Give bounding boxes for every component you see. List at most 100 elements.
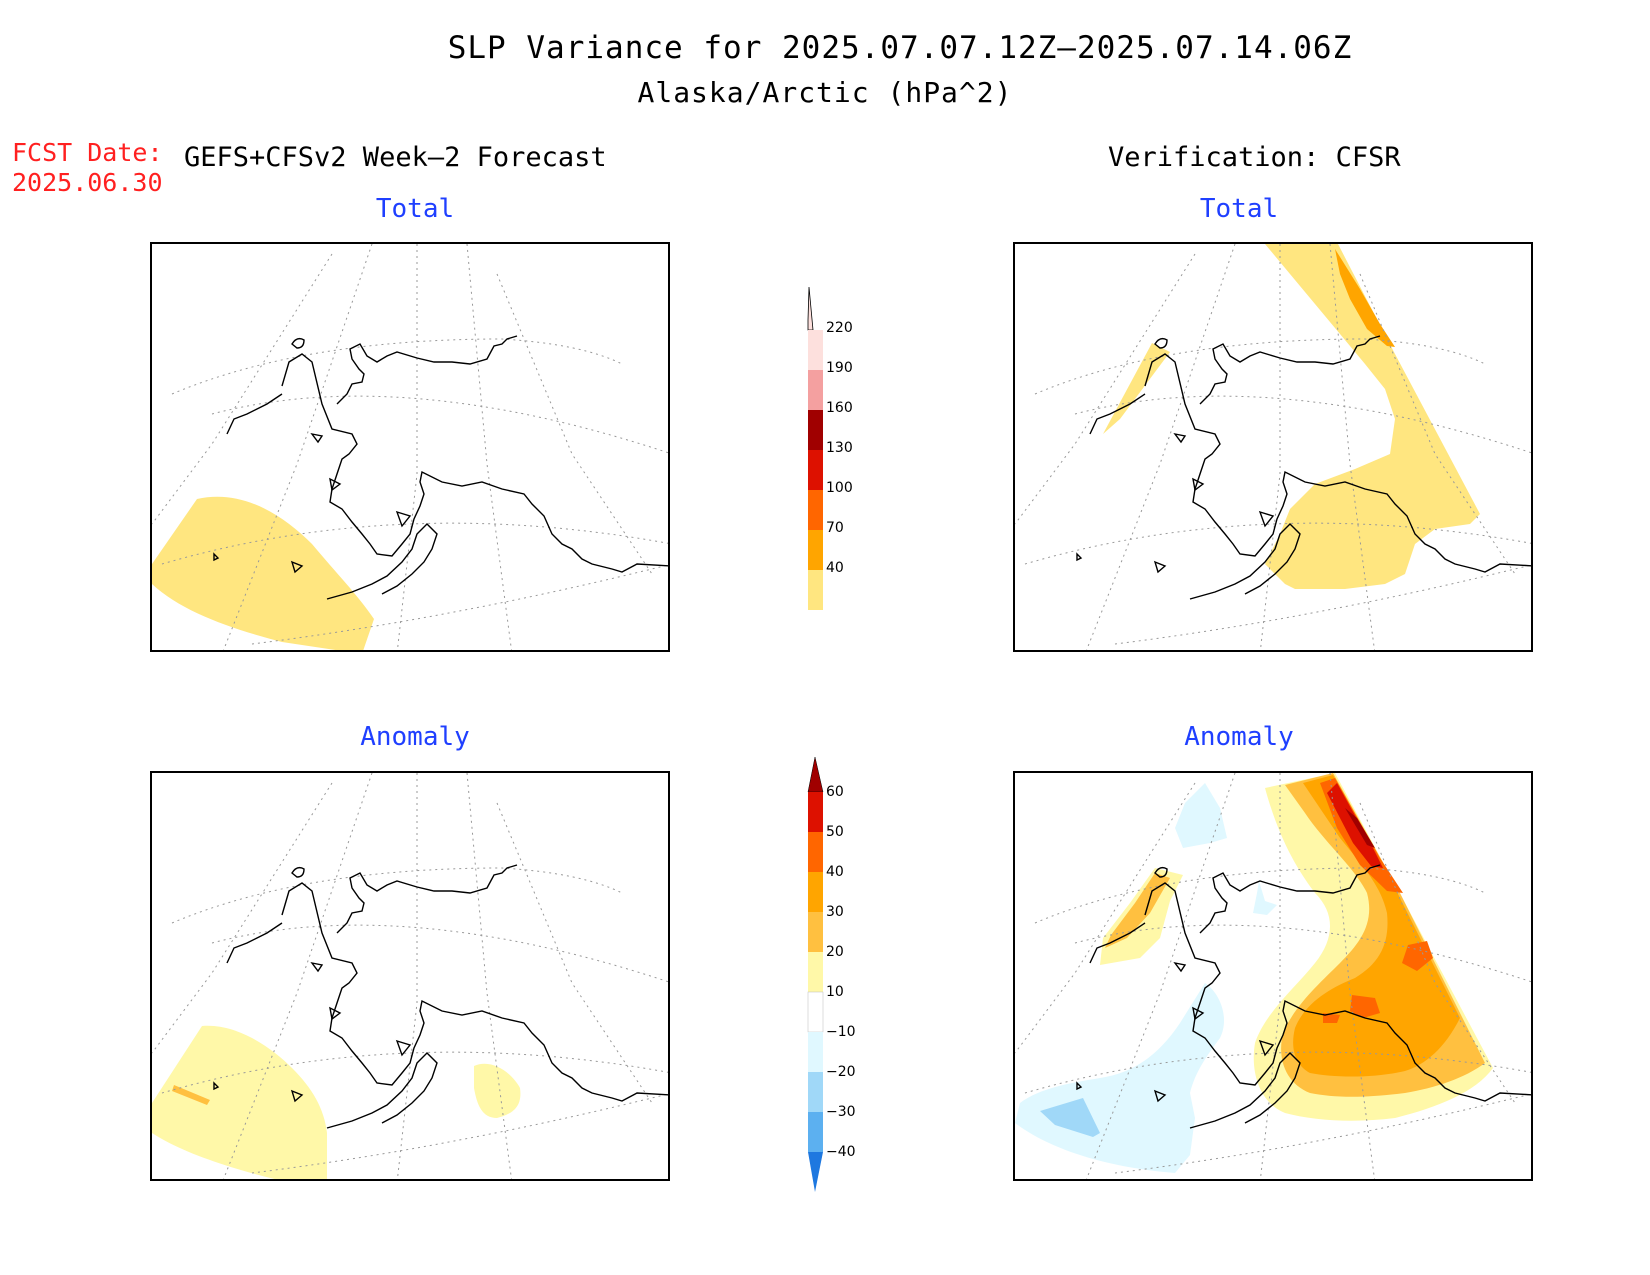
- graticule-line: [496, 273, 653, 575]
- map-forecast-anomaly: [150, 771, 670, 1181]
- colorbar-anomaly-label: −10: [826, 1024, 856, 1040]
- coastline: [1153, 1089, 1167, 1103]
- graticule-line: [1114, 1093, 1531, 1174]
- coastline: [1076, 552, 1083, 562]
- anomaly-contour-30: [1293, 775, 1460, 1077]
- graticule-line: [1015, 782, 1196, 1054]
- graticule-line: [211, 924, 668, 983]
- colorbar-anomaly-label: 10: [826, 984, 844, 1000]
- colorbar-anomaly-swatch: [808, 1032, 823, 1072]
- verification-heading: Verification: CFSR: [1108, 142, 1401, 173]
- coastline: [1173, 432, 1187, 444]
- coastline: [1173, 961, 1187, 973]
- colorbar-total-swatch-130: [808, 450, 823, 490]
- anomaly-contour-40-south: [1350, 995, 1380, 1018]
- graticule-line: [466, 244, 512, 650]
- coastline: [326, 523, 438, 600]
- variance-contour-70: [1335, 249, 1395, 347]
- colorbar-anomaly-swatch: [808, 1112, 823, 1152]
- coastline: [395, 1039, 412, 1057]
- graticule-line: [211, 395, 668, 454]
- coastline: [1144, 353, 1531, 573]
- colorbar-anomaly-swatch: [808, 952, 823, 992]
- coastline: [310, 961, 324, 973]
- anomaly-contour-10-east: [474, 1063, 521, 1118]
- colorbar-total: 220 190 160 130 100 70 40: [800, 282, 880, 612]
- graticule-line: [1086, 244, 1236, 650]
- map-forecast-anomaly-svg: [152, 773, 668, 1179]
- colorbar-total-swatch-160: [808, 410, 823, 450]
- forecast-date-block: FCST Date: 2025.06.30: [12, 138, 163, 198]
- coastline: [336, 335, 518, 405]
- anomaly-contour-neg20: [1040, 1098, 1100, 1137]
- colorbar-anomaly-swatch: [808, 832, 823, 872]
- graticule-line: [1074, 395, 1531, 454]
- colorbar-anomaly-svg: [807, 756, 824, 1192]
- variance-contour-40: [152, 496, 374, 650]
- fcst-label: FCST Date:: [12, 138, 163, 167]
- colorbar-total-label: 130: [826, 440, 853, 456]
- anomaly-contour-50: [1327, 783, 1383, 868]
- coastline: [395, 510, 412, 528]
- graticule-line: [1329, 244, 1375, 650]
- coastline: [213, 1081, 220, 1091]
- graticule-line: [396, 773, 418, 1179]
- colorbar-anomaly-label: −20: [826, 1064, 856, 1080]
- colorbar-total-label: 40: [826, 560, 844, 576]
- colorbar-total-label: 220: [826, 320, 853, 336]
- coastline: [1258, 510, 1275, 528]
- coastline: [281, 353, 668, 573]
- coastline: [1199, 335, 1381, 405]
- colorbar-total-swatch-70: [808, 530, 823, 570]
- coastline: [1189, 1052, 1301, 1129]
- colorbar-anomaly-swatch: [808, 1072, 823, 1112]
- fcst-date: 2025.06.30: [12, 168, 163, 197]
- graticule-line: [1329, 773, 1375, 1179]
- colorbar-total-swatch-190: [808, 370, 823, 410]
- colorbar-anomaly-swatch: [808, 872, 823, 912]
- graticule-line: [171, 867, 623, 924]
- coastline: [326, 1052, 438, 1129]
- graticule-line: [1015, 253, 1196, 525]
- coastline: [1192, 1006, 1205, 1021]
- graticule-line: [171, 338, 623, 395]
- coastline: [1192, 477, 1205, 492]
- colorbar-anomaly-label: 20: [826, 944, 844, 960]
- forecast-total-title: Total: [375, 194, 455, 224]
- colorbar-anomaly: 60 50 40 30 20 10 −10 −20 −30 −40: [800, 752, 880, 1202]
- graticule-line: [1114, 564, 1531, 645]
- anomaly-contour-neg10: [1015, 983, 1225, 1173]
- graticule-line: [251, 564, 668, 645]
- coastline: [1076, 1081, 1083, 1091]
- map-forecast-total: [150, 242, 670, 652]
- coastline: [1199, 864, 1381, 934]
- coastline: [1144, 882, 1531, 1102]
- graticule-line: [1259, 773, 1281, 1179]
- anomaly-contour-40-core: [1402, 941, 1433, 971]
- colorbar-anomaly-bottom-cap: [808, 1152, 823, 1192]
- coastline: [226, 393, 283, 435]
- anomaly-contour-neg10-north: [1175, 783, 1227, 848]
- colorbar-anomaly-label: −30: [826, 1104, 856, 1120]
- graticule-line: [1074, 924, 1531, 983]
- coastline: [1154, 866, 1168, 878]
- coastline: [1154, 337, 1168, 349]
- anomaly-contour-20: [172, 1085, 210, 1105]
- colorbar-total-swatch-220: [808, 330, 823, 370]
- graticule-line: [1034, 338, 1486, 395]
- colorbar-anomaly-label: 50: [826, 824, 844, 840]
- map-verification-total: [1013, 242, 1533, 652]
- variance-contour-40-west: [1103, 343, 1170, 434]
- colorbar-total-label: 70: [826, 520, 844, 536]
- subtitle: Alaska/Arctic (hPa^2): [637, 76, 1013, 109]
- map-verification-anomaly: [1013, 771, 1533, 1181]
- coastline: [290, 560, 304, 574]
- graticule-line: [152, 782, 333, 1054]
- map-verification-total-svg: [1015, 244, 1531, 650]
- coastline: [1189, 523, 1301, 600]
- verification-anomaly-title: Anomaly: [1184, 722, 1294, 752]
- coastline: [226, 922, 283, 964]
- colorbar-total-top-cap: [807, 286, 814, 331]
- forecast-heading: GEFS+CFSv2 Week–2 Forecast: [184, 142, 607, 173]
- graticule-line: [1259, 244, 1281, 650]
